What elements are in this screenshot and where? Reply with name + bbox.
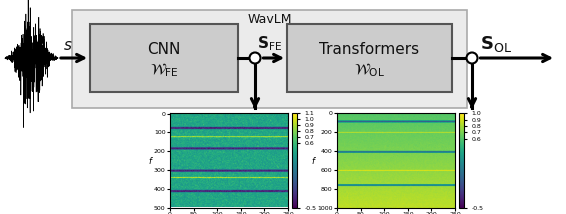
Bar <box>90 24 238 92</box>
Text: Transformers: Transformers <box>319 42 419 56</box>
Bar <box>72 10 467 108</box>
Text: $s$: $s$ <box>63 37 73 52</box>
Text: $\mathbf{S}_{\mathrm{OL}}$: $\mathbf{S}_{\mathrm{OL}}$ <box>480 34 512 54</box>
Text: WavLM: WavLM <box>247 12 291 25</box>
Text: $\mathcal{W}_{\mathrm{FE}}$: $\mathcal{W}_{\mathrm{FE}}$ <box>149 61 178 79</box>
Text: $\mathcal{W}_{\mathrm{OL}}$: $\mathcal{W}_{\mathrm{OL}}$ <box>354 61 385 79</box>
Y-axis label: $f$: $f$ <box>148 155 154 166</box>
Text: $\mathbf{S}_{\mathrm{FE}}$: $\mathbf{S}_{\mathrm{FE}}$ <box>257 35 282 53</box>
Text: CNN: CNN <box>147 42 181 56</box>
Circle shape <box>250 52 260 64</box>
Bar <box>287 24 452 92</box>
Y-axis label: $f$: $f$ <box>311 155 318 166</box>
Circle shape <box>466 52 478 64</box>
